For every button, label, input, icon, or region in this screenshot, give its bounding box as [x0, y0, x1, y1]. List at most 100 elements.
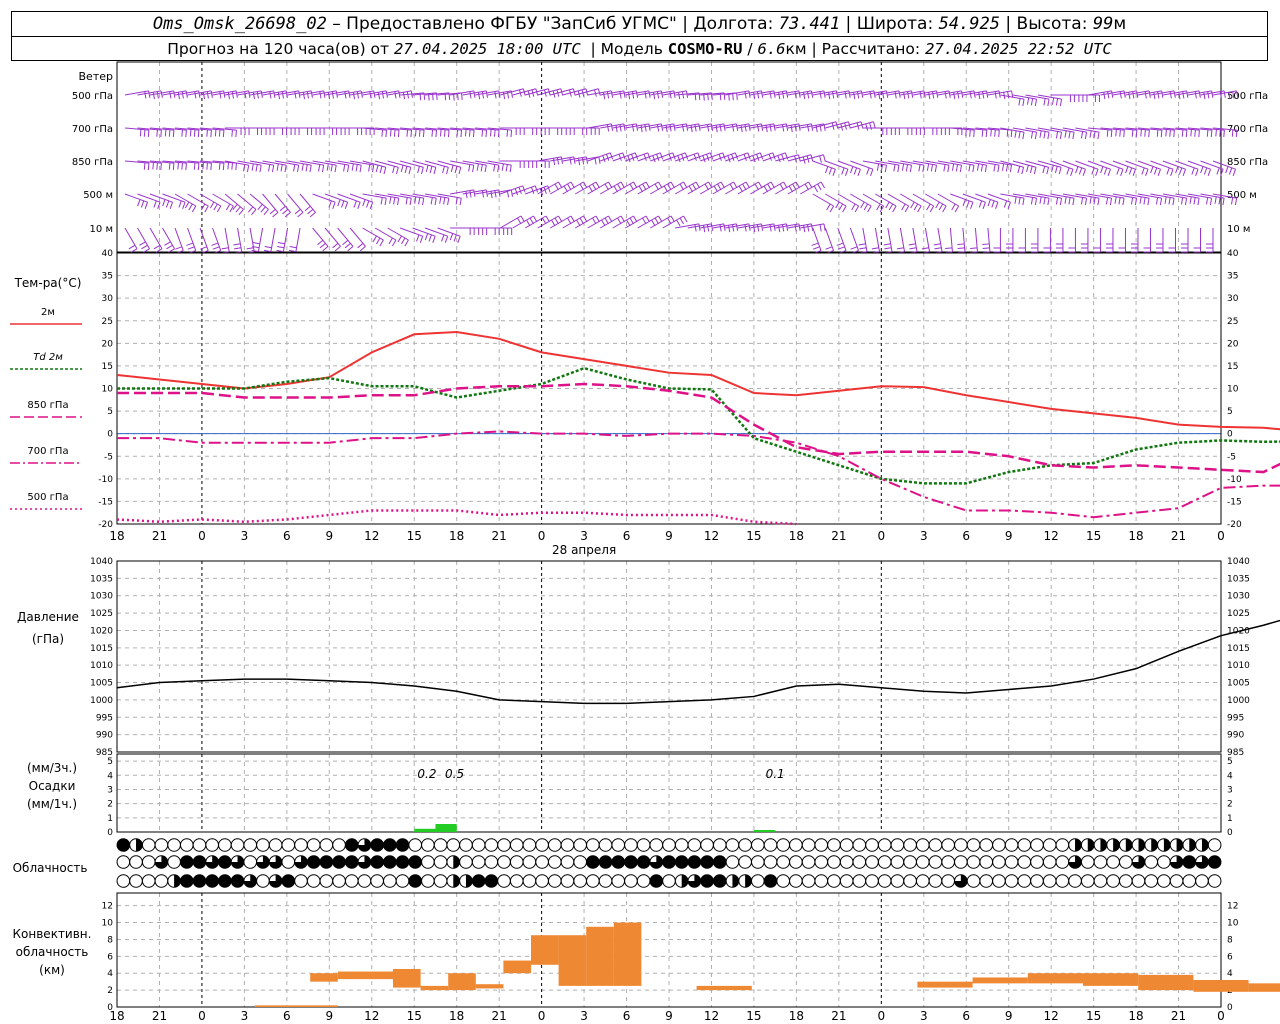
- cloud-circle: [154, 838, 169, 852]
- conv-bar: [1138, 974, 1194, 991]
- wind-barb: [900, 193, 922, 207]
- wind-barb-flag: [231, 129, 233, 137]
- wind-barb-flag: [1145, 169, 1149, 176]
- wind-barb: [1137, 193, 1162, 199]
- wind-barb-flag: [710, 123, 714, 131]
- wind-barb-flag: [238, 209, 244, 216]
- cloud-symbol: [1017, 838, 1032, 852]
- wind-barb-flag: [810, 223, 814, 231]
- cloud-symbol: [941, 855, 955, 869]
- cloud-circle: [116, 874, 131, 888]
- precip-ytick-right: 0: [1227, 828, 1233, 838]
- lon-label: Долгота:: [693, 14, 774, 34]
- wind-barb: [257, 227, 264, 252]
- wind-barb-flag: [896, 247, 904, 250]
- cloud-circle: [839, 838, 854, 852]
- wind-barb-flag: [211, 242, 219, 246]
- cloud-circle: [966, 855, 981, 869]
- wind-barb-flag: [923, 90, 926, 98]
- wind-barb-flag: [1128, 167, 1133, 175]
- time-tick-label-bottom: 9: [1005, 1009, 1013, 1023]
- wind-barb-flag: [790, 125, 793, 133]
- wind-barb-flag: [334, 246, 341, 252]
- wind-barb-flag: [1022, 99, 1025, 107]
- cloud-circle: [205, 838, 219, 852]
- wind-barb-flag: [769, 224, 772, 232]
- cloud-symbol: [230, 855, 245, 869]
- wind-barb-flag: [997, 165, 1000, 173]
- time-tick-label: 9: [665, 529, 673, 543]
- wind-barb-flag: [851, 203, 856, 211]
- wind-barb-flag: [1001, 163, 1005, 171]
- cloud-symbol: [1157, 855, 1171, 869]
- time-tick-label: 3: [920, 529, 928, 543]
- cloud-circle: [256, 838, 270, 852]
- wind-barb-flag: [865, 123, 869, 131]
- cloud-fill: [155, 855, 168, 869]
- temp-ytick-left: 5: [107, 407, 113, 417]
- wind-barb-flag: [1089, 130, 1092, 138]
- conv-ytick-right: 6: [1227, 952, 1233, 962]
- wind-barb-flag: [748, 223, 751, 231]
- wind-barb: [262, 193, 279, 213]
- cloud-circle: [1119, 855, 1133, 869]
- wind-barb-flag: [794, 224, 797, 232]
- wind-barb-flag: [798, 123, 801, 131]
- cloud-symbol: [738, 838, 752, 852]
- cloud-symbol: [598, 855, 613, 869]
- cloud-circle: [1017, 838, 1032, 852]
- wind-barb: [487, 127, 512, 131]
- wind-barb-flag: [1231, 129, 1234, 137]
- wind-barb-flag: [1210, 130, 1213, 138]
- wind-barb-flag: [1059, 99, 1063, 107]
- wind-barb-flag: [1203, 92, 1206, 100]
- wind-barb-flag: [255, 164, 258, 172]
- wind-barb: [537, 181, 559, 195]
- cloud-circle: [890, 874, 905, 888]
- cloud-symbol: [763, 855, 778, 869]
- time-tick-label-bottom: 9: [325, 1009, 333, 1023]
- cloud-circle: [547, 855, 562, 869]
- wind-barb-flag: [139, 241, 146, 246]
- cloud-circle: [662, 874, 676, 888]
- cloud-symbol: [433, 874, 448, 888]
- wind-barb-flag: [753, 92, 756, 100]
- cloud-circle: [992, 838, 1006, 852]
- cloud-circle: [306, 838, 321, 852]
- cloud-symbol: [1182, 855, 1197, 869]
- wind-barb-flag: [498, 189, 501, 197]
- wind-barb-flag: [1184, 198, 1188, 206]
- cloud-symbol: [497, 838, 511, 852]
- cloud-circle: [1093, 874, 1108, 888]
- cloud-circle: [801, 838, 816, 852]
- cloud-symbol: [801, 874, 816, 888]
- wind-barb-flag: [473, 189, 476, 197]
- conv-bar: [1027, 973, 1083, 984]
- wind-barb-flag: [867, 205, 872, 213]
- wind-barb: [937, 160, 962, 166]
- wind-barb-flag: [876, 163, 880, 171]
- wind-barb-flag: [1034, 198, 1038, 206]
- precip-ytick-right: 1: [1227, 814, 1233, 824]
- wind-barb-flag: [243, 164, 246, 172]
- wind-barb-flag: [162, 199, 166, 207]
- wind-barb-flag: [694, 224, 697, 232]
- cloud-circle: [915, 855, 930, 869]
- wind-barb-flag: [884, 247, 892, 250]
- wind-barb-flag: [873, 90, 876, 98]
- wind-barb-flag: [1232, 169, 1237, 176]
- alt-value: 99: [1092, 14, 1114, 34]
- wind-barb-flag: [618, 153, 622, 161]
- wind-barb-flag: [1236, 90, 1239, 98]
- cloud-symbol: [1106, 838, 1120, 852]
- cloud-symbol: [801, 838, 816, 852]
- wind-barb-flag: [221, 247, 229, 250]
- cloud-symbol: [877, 855, 892, 869]
- cloud-circle: [446, 838, 461, 852]
- cloud-circle: [535, 874, 549, 888]
- time-tick-label-bottom: 12: [364, 1009, 379, 1023]
- cloud-circle: [357, 874, 372, 888]
- cloud-symbol: [192, 855, 207, 869]
- cloud-fill: [1170, 855, 1183, 869]
- wind-barb-flag: [756, 91, 760, 99]
